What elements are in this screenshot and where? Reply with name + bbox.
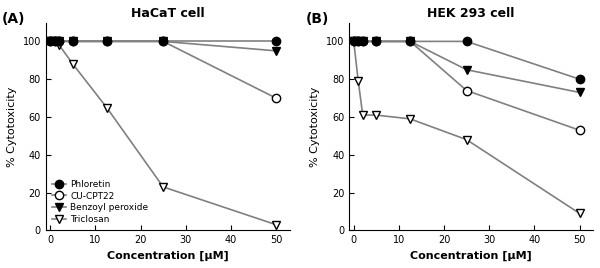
Legend: Phloretin, CU-CPT22, Benzoyl peroxide, Triclosan: Phloretin, CU-CPT22, Benzoyl peroxide, T…	[50, 178, 150, 226]
Text: (B): (B)	[305, 12, 329, 26]
Y-axis label: % Cytotoxicity: % Cytotoxicity	[310, 86, 320, 167]
X-axis label: Concentration [μM]: Concentration [μM]	[410, 251, 532, 261]
Title: HEK 293 cell: HEK 293 cell	[427, 7, 515, 20]
X-axis label: Concentration [μM]: Concentration [μM]	[107, 251, 229, 261]
Y-axis label: % Cytotoxicity: % Cytotoxicity	[7, 86, 17, 167]
Text: (A): (A)	[2, 12, 25, 26]
Title: HaCaT cell: HaCaT cell	[131, 7, 205, 20]
